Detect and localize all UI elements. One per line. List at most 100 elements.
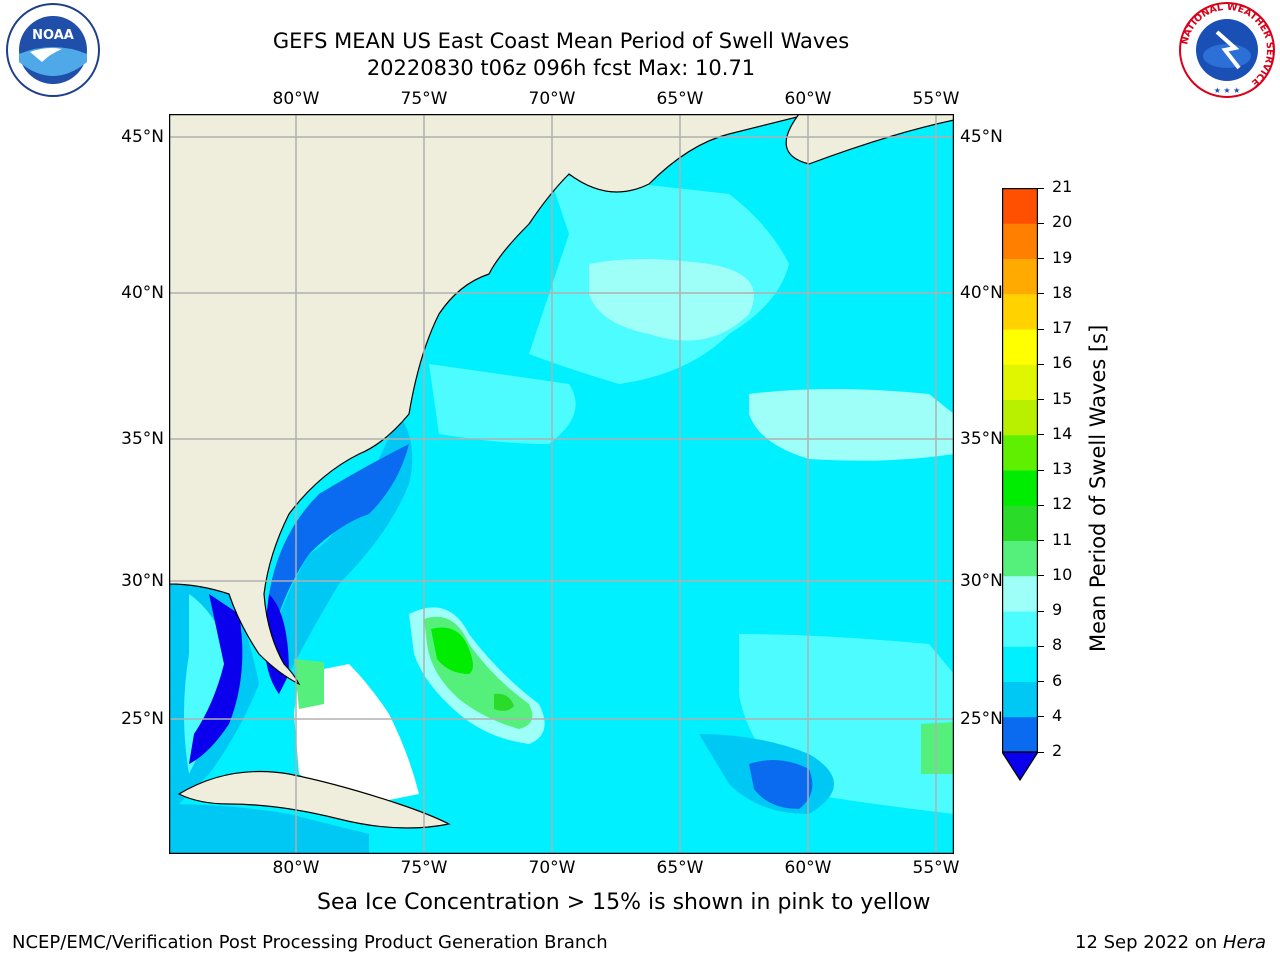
colorbar-tick-label: 10 [1052, 564, 1073, 584]
colorbar-segment [1002, 681, 1038, 718]
contour-11s-feature-b [494, 693, 514, 711]
noaa-logo: NOAA [2, 2, 104, 98]
footer-branch: NCEP/EMC/Verification Post Processing Pr… [12, 932, 608, 953]
colorbar-tick-label: 16 [1052, 353, 1073, 373]
contour-2s-coastal [269, 444, 409, 614]
lon-tick-top: 65°W [656, 89, 704, 109]
nws-logo: NATIONAL WEATHER SERVICE ★ ★ ★ [1177, 0, 1277, 100]
colorbar-tick-label: 19 [1052, 247, 1073, 267]
colorbar-segment [1002, 364, 1038, 400]
colorbar-tick-mark [1038, 540, 1044, 542]
land-north-america [168, 113, 810, 686]
lat-tick-right: 35°N [960, 429, 1003, 449]
colorbar-tick-label: 12 [1052, 494, 1073, 514]
contour-9s-east [749, 389, 954, 461]
colorbar-tick-label: 14 [1052, 423, 1073, 443]
colorbar-tick-mark [1038, 681, 1044, 683]
lat-tick-left: 45°N [121, 127, 164, 147]
lon-tick-top: 70°W [528, 89, 576, 109]
lon-tick-bottom: 70°W [528, 858, 576, 878]
lon-tick-bottom: 55°W [912, 858, 960, 878]
colorbar-segment [1002, 716, 1038, 753]
contour-10s-florida-strait [294, 659, 324, 709]
colorbar-tick-label: 8 [1052, 635, 1063, 655]
colorbar-tick-label: 21 [1052, 177, 1073, 196]
lat-tick-left: 35°N [121, 429, 164, 449]
lat-tick-right: 40°N [960, 283, 1003, 303]
colorbar-tick-label: 20 [1052, 212, 1073, 232]
contour-8s-mid [429, 364, 576, 444]
colorbar-tick-label: 18 [1052, 282, 1073, 302]
colorbar-segment [1002, 575, 1038, 612]
colorbar-tick-mark [1038, 363, 1044, 365]
colorbar [1000, 188, 1040, 784]
lon-tick-bottom: 60°W [784, 858, 832, 878]
lat-lon-grid [169, 114, 954, 854]
sea-ice-caption: Sea Ice Concentration > 15% is shown in … [317, 890, 931, 915]
colorbar-extend-arrow [1000, 751, 1040, 782]
contour-9s-north [589, 259, 754, 341]
map-panel [168, 113, 955, 855]
colorbar-tick-mark [1038, 258, 1044, 260]
land-nova-scotia [785, 113, 955, 165]
colorbar-tick-mark [1038, 222, 1044, 224]
colorbar-segment [1002, 223, 1038, 259]
colorbar-tick-mark [1038, 610, 1044, 612]
colorbar-tick-label: 9 [1052, 600, 1063, 619]
colorbar-tick-mark [1038, 434, 1044, 436]
colorbar-segment [1002, 293, 1038, 330]
colorbar-segment [1002, 611, 1038, 647]
colorbar-title: Mean Period of Swell Waves [s] [1086, 324, 1110, 652]
lat-tick-left: 30°N [121, 571, 164, 591]
lat-tick-left: 40°N [121, 283, 164, 303]
contour-4s-caribbean [169, 804, 369, 854]
colorbar-tick-label: 15 [1052, 388, 1073, 408]
colorbar-tick-mark [1038, 399, 1044, 401]
colorbar-segment [1002, 434, 1038, 471]
colorbar-tick-label: 13 [1052, 459, 1073, 478]
colorbar-segment [1002, 540, 1038, 577]
lat-tick-right: 25°N [960, 709, 1003, 729]
lat-tick-right: 30°N [960, 571, 1003, 591]
svg-text:NOAA: NOAA [32, 28, 74, 43]
colorbar-segment [1002, 188, 1038, 224]
colorbar-segment [1002, 505, 1038, 541]
colorbar-tick-mark [1038, 504, 1044, 506]
colorbar-segment [1002, 399, 1038, 436]
colorbar-segment [1002, 646, 1038, 682]
colorbar-tick-mark [1038, 575, 1044, 577]
contour-10s-east-edge [921, 722, 954, 774]
land-cuba [177, 770, 451, 829]
colorbar-segment [1002, 470, 1038, 506]
lon-tick-bottom: 65°W [656, 858, 704, 878]
colorbar-tick-mark [1038, 187, 1044, 189]
svg-text:★ ★ ★: ★ ★ ★ [1214, 86, 1241, 95]
swell-period-map [168, 113, 955, 855]
colorbar-tick-mark [1038, 328, 1044, 330]
plot-title: GEFS MEAN US East Coast Mean Period of S… [272, 29, 850, 53]
lat-tick-right: 45°N [960, 127, 1003, 147]
map-border [168, 113, 955, 855]
lon-tick-top: 60°W [784, 89, 832, 109]
footer-host: Hera [1222, 932, 1266, 953]
footer-date: 12 Sep 2022 on Hera [1075, 932, 1266, 953]
lat-tick-left: 25°N [121, 709, 164, 729]
colorbar-tick-label: 11 [1052, 529, 1073, 549]
colorbar-tick-label: 4 [1052, 705, 1063, 725]
colorbar-tick-mark [1038, 751, 1044, 753]
colorbar-tick-label: 6 [1052, 670, 1063, 690]
masked-area-bahamas [294, 664, 419, 804]
footer-date-text: 12 Sep 2022 on [1075, 932, 1223, 953]
plot-subtitle: 20220830 t06z 096h fcst Max: 10.71 [366, 56, 756, 80]
lon-tick-top: 55°W [912, 89, 960, 109]
colorbar-tick-mark [1038, 645, 1044, 647]
colorbar-tick-mark [1038, 469, 1044, 471]
lon-tick-top: 80°W [272, 89, 320, 109]
lon-tick-bottom: 75°W [400, 858, 448, 878]
colorbar-tick-label: 17 [1052, 318, 1073, 337]
colorbar-segment [1002, 329, 1038, 365]
colorbar-tick-mark [1038, 293, 1044, 295]
colorbar-tick-label: 2 [1052, 741, 1063, 760]
colorbar-segment [1002, 258, 1038, 295]
colorbar-tick-mark [1038, 716, 1044, 718]
